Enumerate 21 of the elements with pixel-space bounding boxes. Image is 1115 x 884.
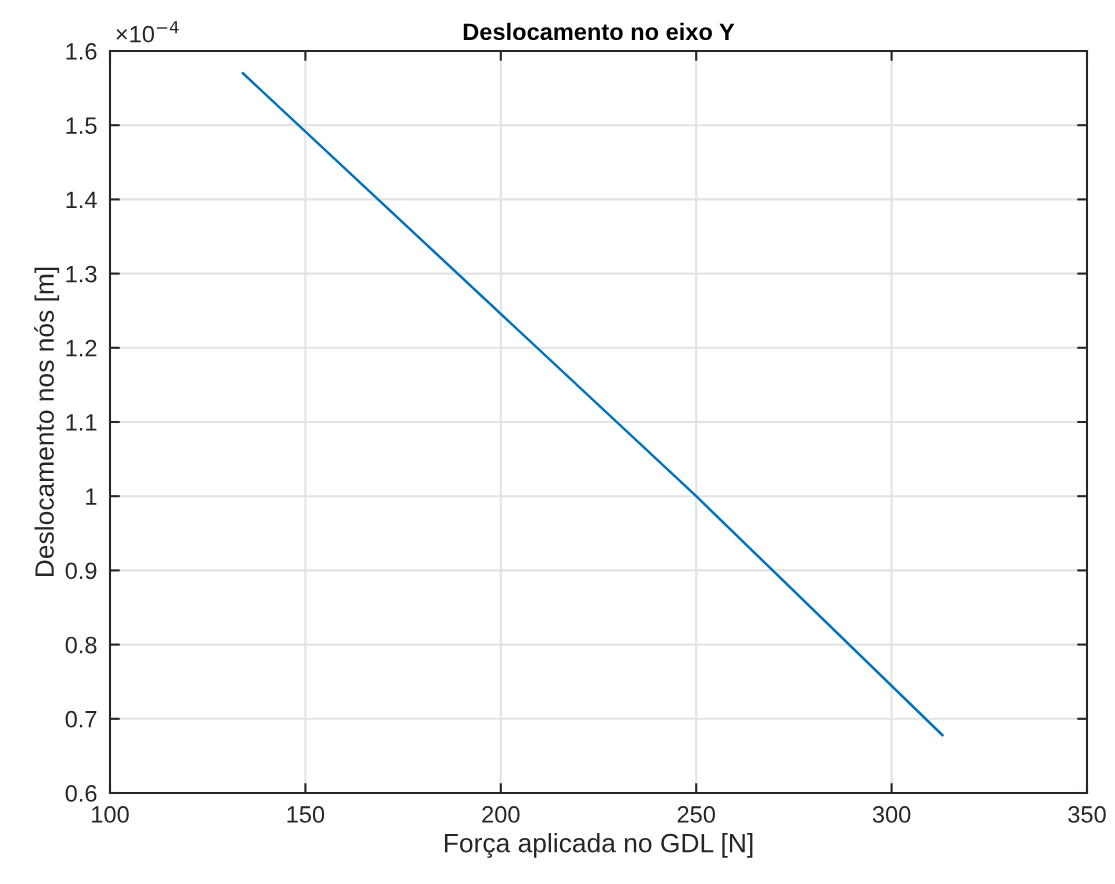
y-tick-label: 0.7 — [65, 710, 97, 728]
y-tick-label: 1.3 — [66, 265, 97, 283]
y-axis-title: Deslocamento nos nós [m] — [34, 267, 60, 577]
chart-title: Deslocamento no eixo Y — [463, 22, 735, 41]
x-tick-label: 350 — [1068, 806, 1106, 823]
x-tick-label: 150 — [287, 806, 325, 823]
text: ×10$^{−4}$ — [116, 21, 179, 43]
x-tick-label: 300 — [872, 806, 911, 823]
y-tick-label: 0.9 — [65, 562, 97, 580]
x-axis-title: Força aplicada no GDL [N] — [444, 833, 753, 858]
y-tick-label: 1.4 — [66, 191, 97, 208]
y-tick-label: 1.2 — [66, 339, 97, 357]
y-tick-label: 1.5 — [66, 117, 97, 134]
y-tick-label: 0.6 — [65, 785, 97, 802]
x-tick-label: 250 — [677, 806, 715, 823]
y-tick-label: 1.1 — [66, 414, 97, 431]
y-tick-label: 0.8 — [65, 636, 97, 654]
y-tick-label: 1 — [86, 488, 97, 505]
x-tick-label: 200 — [482, 806, 520, 823]
y-tick-label: 1.6 — [66, 43, 97, 60]
x-tick-label: 100 — [92, 806, 129, 823]
